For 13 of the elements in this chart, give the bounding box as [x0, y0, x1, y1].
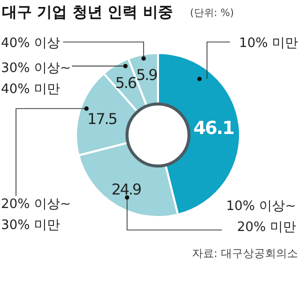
- data-label: 5.6: [115, 74, 137, 92]
- text: 자료: 대구상공회의소: [192, 247, 298, 260]
- data-label: 46.1: [193, 118, 234, 140]
- data-label: 5.9: [136, 66, 158, 84]
- slice-label: 20% 이상~ 30% 미만: [1, 197, 71, 233]
- data-label: 17.5: [87, 110, 118, 128]
- slice-label: 10% 미만: [238, 36, 298, 51]
- data-label: 24.9: [111, 180, 142, 198]
- chart-title: 대구 기업 청년 인력 비중: [2, 3, 173, 21]
- slice-label: 40% 이상: [1, 36, 60, 51]
- chart-subtitle: (단위: %): [190, 8, 234, 19]
- slice-label: 10% 이상~ 20% 미만: [226, 199, 296, 235]
- slice-label: 30% 이상~ 40% 미만: [1, 61, 71, 97]
